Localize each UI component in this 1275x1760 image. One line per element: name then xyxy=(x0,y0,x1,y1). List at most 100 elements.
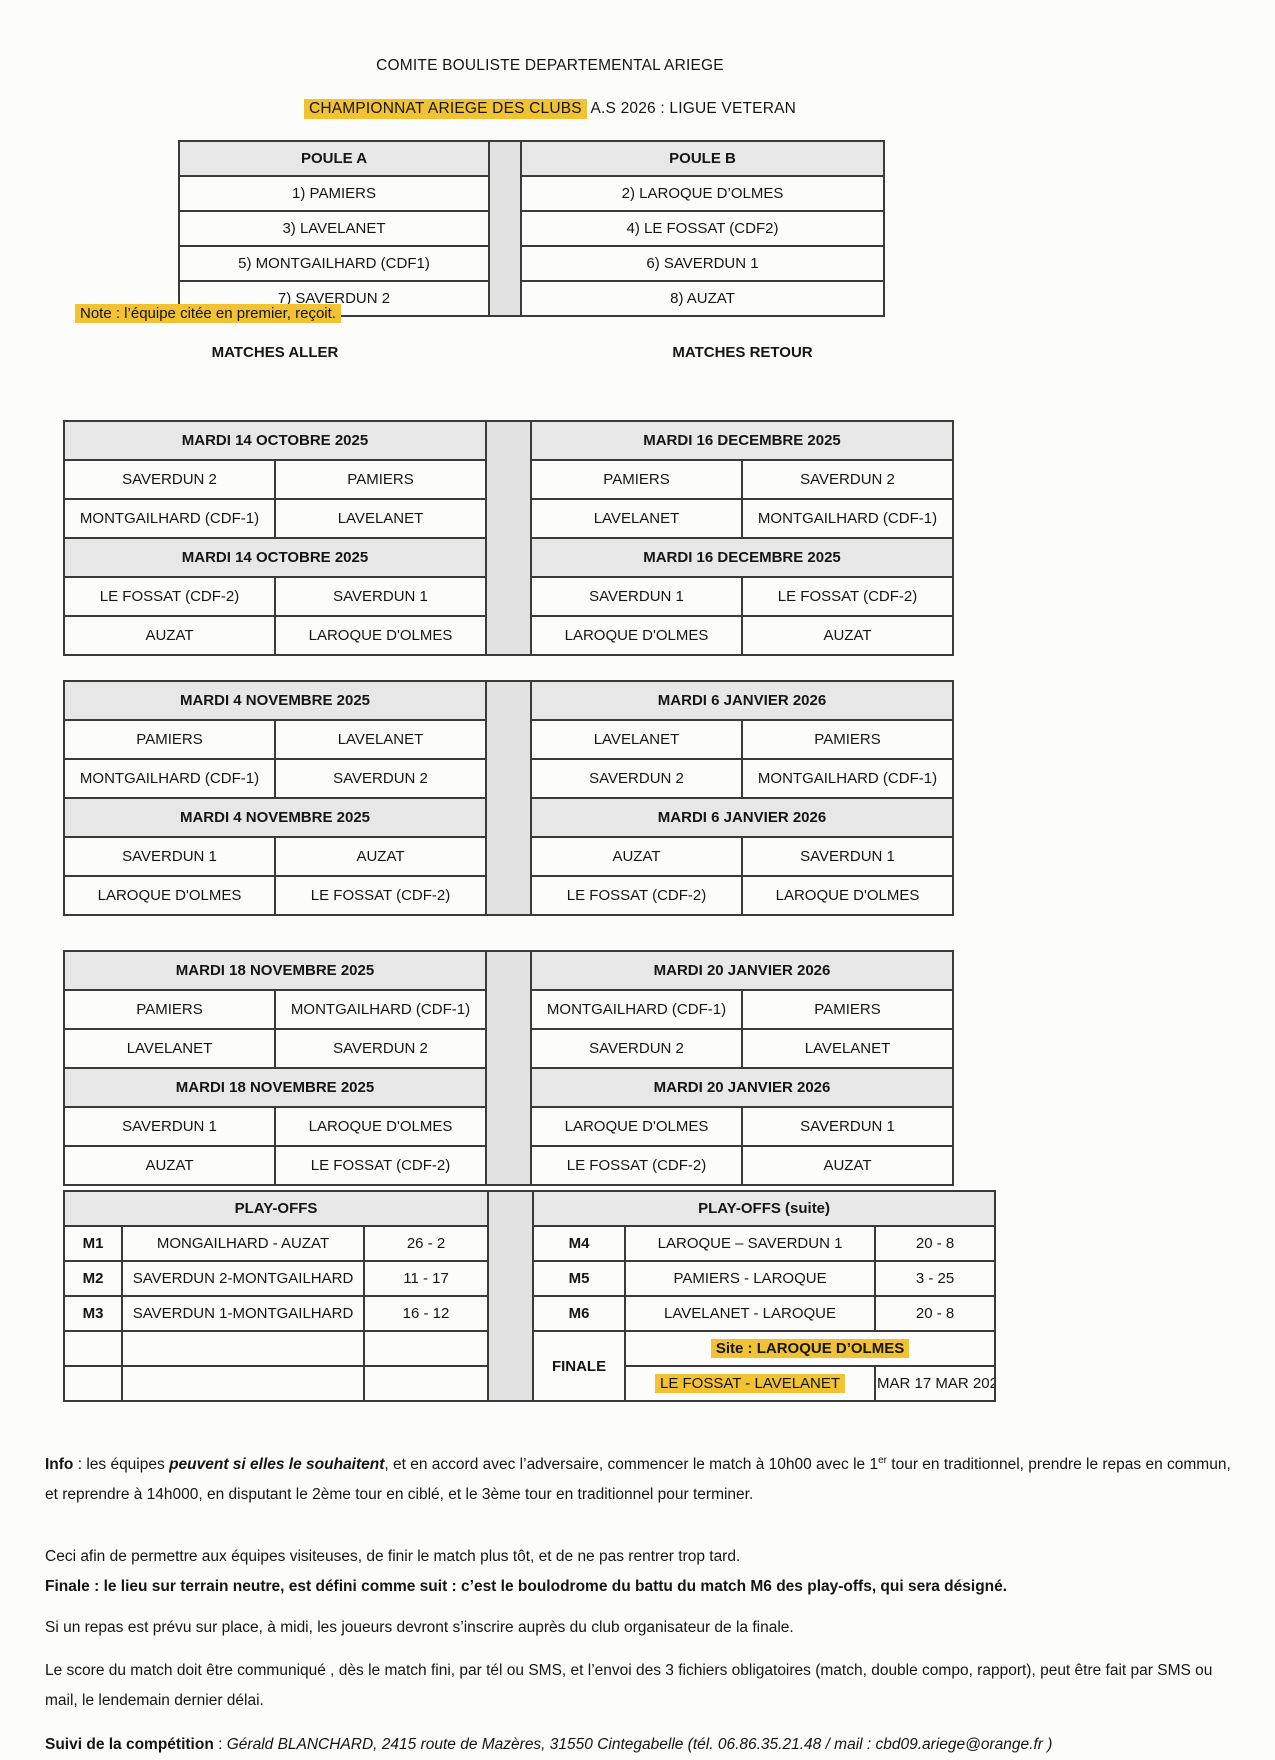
score-cell: 26 - 2 xyxy=(362,1225,490,1262)
team-cell: LE FOSSAT (CDF-2) xyxy=(530,875,743,916)
empty-cell xyxy=(63,1330,123,1367)
score-cell: 20 - 8 xyxy=(874,1295,997,1332)
empty-cell xyxy=(362,1330,490,1367)
team-cell: PAMIERS xyxy=(741,989,954,1030)
team-cell: LAVELANET xyxy=(63,1028,276,1069)
suivi-label: Suivi de la compétition xyxy=(45,1736,214,1754)
finale-date-cell: MAR 17 MAR 2026 xyxy=(874,1365,997,1402)
label-matches-aller: MATCHES ALLER xyxy=(211,344,339,361)
finale-rule-line: Finale : le lieu sur terrain neutre, est… xyxy=(45,1578,1008,1596)
empty-cell xyxy=(121,1365,365,1402)
team-cell: LE FOSSAT (CDF-2) xyxy=(274,875,487,916)
label-matches-retour: MATCHES RETOUR xyxy=(672,344,813,361)
match-cell: PAMIERS - LAROQUE xyxy=(624,1260,877,1297)
table-gap xyxy=(487,680,530,916)
team-cell: MONTGAILHARD (CDF-1) xyxy=(530,989,743,1030)
team-cell: LAVELANET xyxy=(741,1028,954,1069)
page-subtitle: CHAMPIONNAT ARIEGE DES CLUBS A.S 2026 : … xyxy=(0,99,1100,119)
team-cell: MONTGAILHARD (CDF-1) xyxy=(63,498,276,539)
match-cell: SAVERDUN 2-MONTGAILHARD xyxy=(121,1260,365,1297)
date-header-cell: MARDI 20 JANVIER 2026 xyxy=(530,1067,954,1108)
match-id-cell: M1 xyxy=(63,1225,123,1262)
team-cell: AUZAT xyxy=(274,836,487,877)
team-cell: LE FOSSAT (CDF-2) xyxy=(274,1145,487,1186)
match-cell: LAROQUE – SAVERDUN 1 xyxy=(624,1225,877,1262)
team-cell: PAMIERS xyxy=(741,719,954,760)
match-cell: LAVELANET - LAROQUE xyxy=(624,1295,877,1332)
team-cell: SAVERDUN 2 xyxy=(741,459,954,500)
date-header-cell: MARDI 18 NOVEMBRE 2025 xyxy=(63,1067,487,1108)
suivi-sep: : xyxy=(213,1736,227,1754)
poule-b-team: 4) LE FOSSAT (CDF2) xyxy=(520,210,885,247)
poule-a-team: 5) MONTGAILHARD (CDF1) xyxy=(178,245,490,282)
table-gap xyxy=(487,420,530,656)
ceci-line: Ceci afin de permettre aux équipes visit… xyxy=(45,1548,741,1566)
repas-paragraph: Si un repas est prévu sur place, à midi,… xyxy=(45,1619,794,1637)
team-cell: SAVERDUN 1 xyxy=(741,1106,954,1147)
team-cell: PAMIERS xyxy=(274,459,487,500)
match-id-cell: M6 xyxy=(532,1295,627,1332)
finale-site-highlight: Site : LAROQUE D’OLMES xyxy=(710,1339,910,1358)
note-line: Note : l’équipe citée en premier, reçoit… xyxy=(75,304,341,323)
team-cell: LAVELANET xyxy=(530,719,743,760)
date-header-cell: MARDI 18 NOVEMBRE 2025 xyxy=(63,950,487,991)
round2-retour-table: MARDI 6 JANVIER 2026 LAVELANET PAMIERS SA… xyxy=(530,680,954,916)
team-cell: SAVERDUN 2 xyxy=(63,459,276,500)
finale-site-cell: Site : LAROQUE D’OLMES xyxy=(624,1330,997,1367)
team-cell: MONTGAILHARD (CDF-1) xyxy=(741,498,954,539)
empty-cell xyxy=(121,1330,365,1367)
poules-section: POULE A 1) PAMIERS 3) LAVELANET 5) MONTG… xyxy=(178,140,885,317)
team-cell: PAMIERS xyxy=(63,989,276,1030)
score-cell: 3 - 25 xyxy=(874,1260,997,1297)
team-cell: LAROQUE D'OLMES xyxy=(274,1106,487,1147)
score-paragraph: Le score du match doit être communiqué ,… xyxy=(45,1662,1213,1710)
round-block-2: MARDI 4 NOVEMBRE 2025 PAMIERS LAVELANET M… xyxy=(63,680,954,916)
table-gap xyxy=(487,950,530,1186)
team-cell: SAVERDUN 2 xyxy=(274,758,487,799)
round-block-1: MARDI 14 OCTOBRE 2025 SAVERDUN 2 PAMIERS … xyxy=(63,420,954,656)
poule-a-team: 1) PAMIERS xyxy=(178,175,490,212)
team-cell: AUZAT xyxy=(63,1145,276,1186)
playoffs-suite-table: PLAY-OFFS (suite) M4 LAROQUE – SAVERDUN 1… xyxy=(532,1190,997,1402)
team-cell: LAROQUE D'OLMES xyxy=(530,1106,743,1147)
page-title: COMITE BOULISTE DEPARTEMENTAL ARIEGE xyxy=(376,57,724,74)
date-header-cell: MARDI 16 DECEMBRE 2025 xyxy=(530,420,954,461)
finale-match-cell: LE FOSSAT - LAVELANET xyxy=(624,1365,877,1402)
ceci-finale-paragraph: Ceci afin de permettre aux équipes visit… xyxy=(45,1542,1245,1602)
poule-a-table: POULE A 1) PAMIERS 3) LAVELANET 5) MONTG… xyxy=(178,140,490,317)
team-cell: LAROQUE D'OLMES xyxy=(274,615,487,656)
poule-b-table: POULE B 2) LAROQUE D’OLMES 4) LE FOSSAT … xyxy=(520,140,885,317)
match-id-cell: M5 xyxy=(532,1260,627,1297)
poule-a-header: POULE A xyxy=(178,140,490,177)
info-text: : les équipes xyxy=(73,1456,170,1474)
match-cell: SAVERDUN 1-MONTGAILHARD xyxy=(121,1295,365,1332)
info-emphasis: peuvent si elles le souhaitent xyxy=(169,1456,385,1474)
playoffs-header: PLAY-OFFS xyxy=(62,1190,490,1227)
date-header-cell: MARDI 4 NOVEMBRE 2025 xyxy=(63,797,487,838)
team-cell: SAVERDUN 1 xyxy=(63,836,276,877)
subtitle-rest: A.S 2026 : LIGUE VETERAN xyxy=(586,100,797,117)
date-header-cell: MARDI 20 JANVIER 2026 xyxy=(530,950,954,991)
team-cell: LE FOSSAT (CDF-2) xyxy=(530,1145,743,1186)
team-cell: AUZAT xyxy=(63,615,276,656)
team-cell: LE FOSSAT (CDF-2) xyxy=(741,576,954,617)
round3-aller-table: MARDI 18 NOVEMBRE 2025 PAMIERS MONTGAILHA… xyxy=(63,950,487,1186)
team-cell: LAVELANET xyxy=(274,498,487,539)
finale-match-highlight: LE FOSSAT - LAVELANET xyxy=(655,1374,846,1393)
table-gap xyxy=(489,1190,533,1402)
playoffs-suite-header: PLAY-OFFS (suite) xyxy=(532,1190,997,1227)
poule-b-team: 8) AUZAT xyxy=(520,280,885,317)
poule-b-team: 2) LAROQUE D’OLMES xyxy=(520,175,885,212)
poule-a-team: 3) LAVELANET xyxy=(178,210,490,247)
round-block-3: MARDI 18 NOVEMBRE 2025 PAMIERS MONTGAILHA… xyxy=(63,950,954,1186)
score-cell: 20 - 8 xyxy=(874,1225,997,1262)
team-cell: LAROQUE D'OLMES xyxy=(63,875,276,916)
team-cell: SAVERDUN 1 xyxy=(274,576,487,617)
superscript-er: er xyxy=(878,1455,887,1466)
team-cell: SAVERDUN 1 xyxy=(530,576,743,617)
team-cell: LAROQUE D'OLMES xyxy=(530,615,743,656)
date-header-cell: MARDI 6 JANVIER 2026 xyxy=(530,680,954,721)
suivi-text: Gérald BLANCHARD, 2415 route de Mazères,… xyxy=(226,1736,1053,1754)
team-cell: SAVERDUN 1 xyxy=(63,1106,276,1147)
